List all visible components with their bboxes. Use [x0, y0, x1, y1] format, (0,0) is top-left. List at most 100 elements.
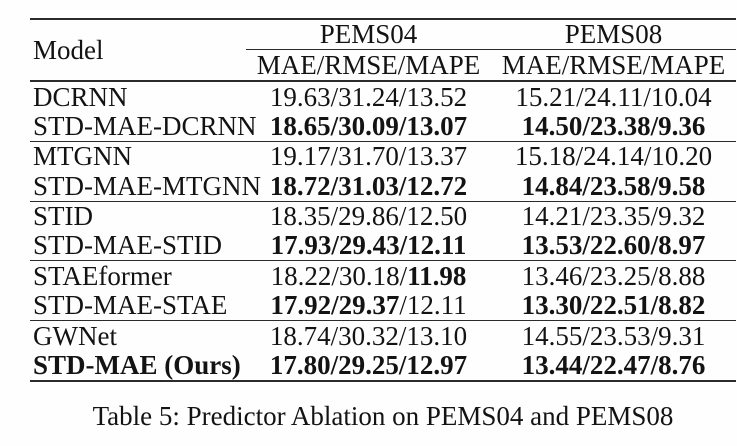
- metric-value: 18.72: [269, 170, 331, 201]
- table-row-mtgnn: MTGNN 19.17/31.70/13.37 15.18/24.14/10.2…: [30, 141, 736, 171]
- model-name: STD-MAE-DCRNN: [30, 111, 257, 142]
- pems04-metrics: 17.92/29.37/12.11: [246, 290, 491, 322]
- metric-value: 18.65: [269, 110, 331, 141]
- metric-separator: /: [398, 170, 407, 201]
- metric-separator: /: [331, 260, 339, 291]
- metric-value: 8.82: [658, 290, 706, 321]
- metric-value: 12.11: [406, 290, 467, 321]
- table-row-dcrnn: DCRNN 19.63/31.24/13.52 15.21/24.11/10.0…: [30, 81, 736, 111]
- metric-separator: /: [398, 320, 407, 351]
- pems08-metrics: 13.46/23.25/8.88: [491, 261, 736, 291]
- metric-value: 12.72: [406, 170, 468, 201]
- metric-separator: /: [398, 141, 407, 172]
- pems04-metrics: 17.80/29.25/12.97: [246, 351, 491, 381]
- model-name: STD-MAE (Ours): [33, 350, 241, 381]
- metric-value: 31.24: [338, 81, 399, 112]
- metric-value: 18.74: [269, 320, 331, 351]
- metric-value: 13.52: [406, 81, 468, 112]
- metric-value: 17.92: [270, 290, 332, 321]
- metric-value: 31.70: [338, 141, 399, 172]
- metric-value: 29.25: [338, 350, 399, 381]
- pems08-metrics: 13.30/22.51/8.82: [491, 290, 736, 322]
- pems08-metrics: 14.84/23.58/9.58: [491, 170, 736, 202]
- metric-separator: /: [650, 350, 659, 381]
- metric-separator: /: [330, 141, 339, 172]
- metric-separator: /: [331, 230, 339, 261]
- metric-separator: /: [582, 260, 590, 291]
- pems04-metrics: 17.93/29.43/12.11: [246, 230, 491, 262]
- metric-separator: /: [330, 110, 339, 141]
- metric-value: 12.11: [407, 230, 467, 261]
- metric-separator: /: [643, 141, 652, 172]
- metric-value: 29.37: [338, 290, 400, 321]
- metric-value: 18.22: [270, 260, 332, 291]
- metric-separator: /: [582, 230, 590, 261]
- metric-value: 14.50: [521, 110, 583, 141]
- metric-separator: /: [399, 230, 408, 261]
- metric-separator: /: [330, 81, 339, 112]
- header-row-datasets: Model PEMS04 PEMS08: [30, 19, 736, 82]
- metric-separator: /: [398, 110, 407, 141]
- metric-separator: /: [582, 170, 590, 201]
- ablation-table: Model PEMS04 PEMS08 MAE/RMSE/MAPE MAE/RM…: [30, 18, 736, 382]
- metric-value: 11.98: [407, 260, 467, 291]
- metric-separator: /: [575, 141, 584, 172]
- metric-value: 15.21: [515, 81, 577, 112]
- metric-value: 30.18: [338, 260, 400, 291]
- model-name: STD-MAE-STID: [30, 230, 246, 262]
- metric-value: 8.76: [658, 350, 706, 381]
- pems04-metrics: 18.74/30.32/13.10: [246, 321, 491, 351]
- metric-value: 13.37: [406, 141, 468, 172]
- model-name: MTGNN: [33, 141, 132, 172]
- metric-separator: /: [330, 320, 339, 351]
- metric-separator: /: [330, 170, 339, 201]
- pems08-metrics: 13.44/22.47/8.76: [491, 351, 736, 381]
- table-row-staeformer: STAEformer 18.22/30.18/11.98 13.46/23.25…: [30, 261, 736, 291]
- metric-value: 13.44: [521, 350, 583, 381]
- model-column-header: Model: [30, 19, 246, 82]
- table-row-std-mae-mtgnn: STD-MAE-MTGNN 18.72/31.03/12.72 14.84/23…: [30, 170, 736, 202]
- table-row-std-mae-stae: STD-MAE-STAE 17.92/29.37/12.11 13.30/22.…: [30, 290, 736, 322]
- metric-value: 23.35: [589, 201, 651, 232]
- metric-value: 13.30: [521, 290, 583, 321]
- metric-value: 29.86: [338, 201, 399, 232]
- pems04-metrics: 18.35/29.86/12.50: [246, 201, 491, 231]
- metric-value: 23.58: [589, 170, 651, 201]
- model-name: STD-MAE-MTGNN: [30, 171, 261, 202]
- metric-value: 14.21: [521, 201, 583, 232]
- metric-separator: /: [650, 201, 659, 232]
- metric-value: 10.20: [651, 141, 713, 172]
- metric-separator: /: [398, 81, 407, 112]
- metric-separator: /: [398, 201, 407, 232]
- metric-separator: /: [399, 260, 408, 291]
- metric-value: 15.18: [514, 141, 576, 172]
- metric-value: 12.97: [406, 350, 468, 381]
- metric-separator: /: [650, 290, 659, 321]
- pems04-metrics: 18.72/31.03/12.72: [246, 170, 491, 202]
- pems04-metrics: 18.65/30.09/13.07: [246, 110, 491, 142]
- header-row-metrics: MAE/RMSE/MAPE MAE/RMSE/MAPE: [30, 49, 736, 82]
- metric-value: 31.03: [338, 170, 399, 201]
- metric-value: 22.60: [589, 230, 651, 261]
- metric-value: 13.46: [521, 260, 583, 291]
- metrics-subheader-pems04: MAE/RMSE/MAPE: [246, 49, 491, 82]
- metric-value: 9.31: [658, 320, 706, 351]
- metric-value: 12.50: [406, 201, 468, 232]
- metric-value: 24.14: [583, 141, 644, 172]
- metric-value: 22.47: [589, 350, 651, 381]
- pems08-metrics: 14.21/23.35/9.32: [491, 201, 736, 231]
- metric-separator: /: [643, 81, 651, 112]
- metric-value: 9.32: [658, 201, 706, 232]
- metric-separator: /: [582, 110, 590, 141]
- metric-value: 9.36: [658, 110, 706, 141]
- metric-separator: /: [582, 290, 590, 321]
- metric-value: 8.88: [658, 260, 706, 291]
- metric-value: 13.07: [406, 110, 468, 141]
- metric-value: 30.32: [338, 320, 399, 351]
- pems04-metrics: 19.17/31.70/13.37: [246, 141, 491, 171]
- model-name: STAEformer: [33, 260, 172, 291]
- metric-value: 10.04: [650, 81, 712, 112]
- metric-separator: /: [582, 201, 590, 232]
- metric-value: 19.17: [269, 141, 331, 172]
